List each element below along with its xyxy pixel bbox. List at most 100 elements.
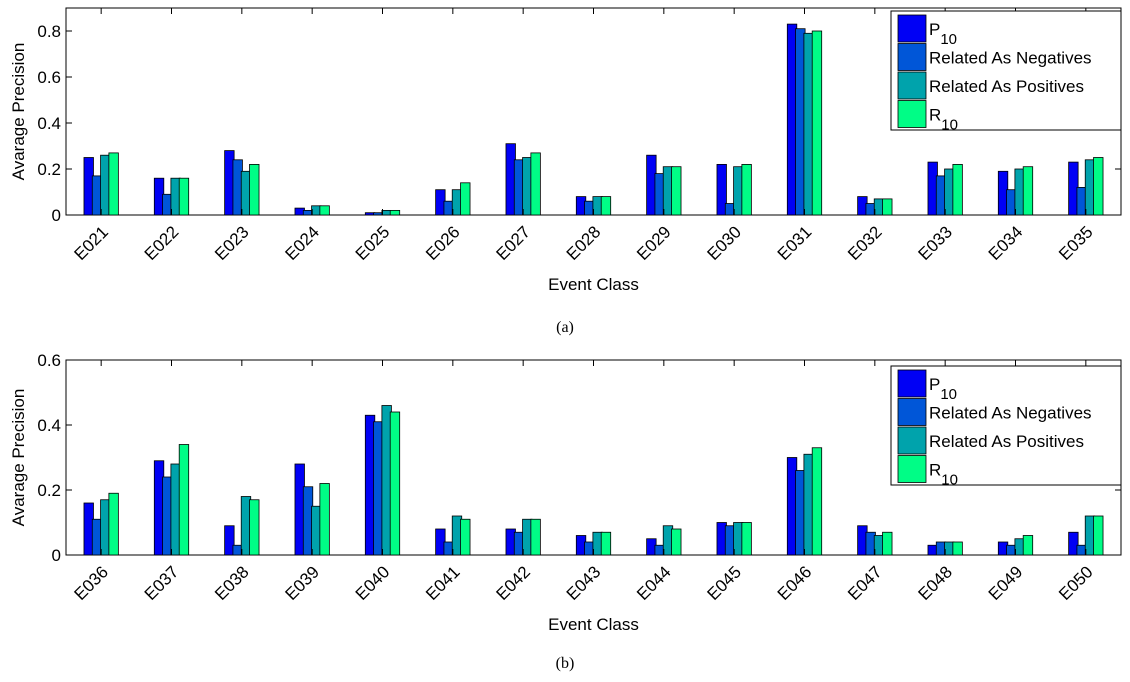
bar-E030-series-4 bbox=[741, 163, 752, 216]
bar-E039-series-4 bbox=[319, 483, 330, 556]
x-axis-label: Event Class bbox=[548, 615, 639, 634]
bar-E033-series-4 bbox=[952, 163, 963, 216]
bar-E023-series-4 bbox=[249, 163, 260, 216]
x-tick-label-E032: E032 bbox=[844, 222, 886, 264]
x-tick-label-E038: E038 bbox=[211, 562, 253, 604]
legend-label-1: P10 bbox=[929, 375, 957, 403]
x-tick-label-E042: E042 bbox=[492, 562, 534, 604]
legend-label-text: P bbox=[929, 375, 940, 394]
y-tick-label: 0.2 bbox=[37, 160, 61, 179]
chart-panel-a: 0 0.2 0.4 0.6 0.8 E021 E022 E023 E024 E025 E026 E02… bbox=[9, 7, 1122, 336]
bar-E032-series-4 bbox=[882, 198, 893, 216]
x-tick-label-E030: E030 bbox=[703, 222, 745, 264]
legend-label-3: Related As Positives bbox=[929, 432, 1084, 451]
y-tick-label: 0.6 bbox=[37, 68, 61, 87]
x-tick-label-E039: E039 bbox=[281, 562, 323, 604]
legend-label-text: P bbox=[929, 20, 940, 39]
bar-E022-series-4 bbox=[178, 177, 190, 216]
bar-E049-series-4 bbox=[1022, 535, 1034, 556]
bar-E038-series-4 bbox=[249, 499, 260, 556]
y-tick-label: 0.4 bbox=[37, 114, 61, 133]
legend-label-text: Related As Positives bbox=[929, 77, 1084, 96]
legend-swatch-1 bbox=[897, 14, 927, 43]
legend-swatch-3 bbox=[897, 71, 927, 100]
bar-E035-series-4 bbox=[1093, 157, 1104, 216]
bar-E046-series-4 bbox=[811, 447, 823, 556]
legend-label-text: Related As Positives bbox=[929, 432, 1084, 451]
x-tick-label-E034: E034 bbox=[985, 222, 1027, 264]
bar-E029-series-4 bbox=[671, 166, 682, 216]
x-tick-label-E043: E043 bbox=[563, 562, 605, 604]
x-tick-label-E024: E024 bbox=[281, 222, 323, 264]
legend-box bbox=[890, 365, 1122, 486]
legend-label-text: Related As Negatives bbox=[929, 404, 1092, 423]
bar-E044-series-4 bbox=[671, 528, 682, 556]
chart-panel-b: 0 0.2 0.4 0.6 E036 E037 E038 E039 E040 E041 E042 E0… bbox=[9, 351, 1122, 672]
bar-E028-series-4 bbox=[600, 196, 612, 216]
bar-E027-series-4 bbox=[530, 152, 541, 216]
bar-E031-series-4 bbox=[811, 30, 823, 216]
y-tick-label: 0 bbox=[52, 206, 61, 225]
bar-E050-series-4 bbox=[1093, 515, 1104, 556]
legend-label-text: Related As Negatives bbox=[929, 49, 1092, 68]
y-tick-label: 0.4 bbox=[37, 416, 61, 435]
x-tick-label-E049: E049 bbox=[985, 562, 1027, 604]
legend-label-2: Related As Negatives bbox=[929, 404, 1092, 423]
bar-E030-series-1 bbox=[716, 163, 727, 216]
x-tick-label-E025: E025 bbox=[352, 222, 394, 264]
x-tick-label-E044: E044 bbox=[633, 562, 675, 604]
bar-E047-series-4 bbox=[882, 531, 893, 556]
legend-label-4: R10 bbox=[929, 461, 958, 489]
bar-E038-series-1 bbox=[224, 525, 235, 556]
bar-E024-series-4 bbox=[319, 205, 330, 216]
legend-label-subscript: 10 bbox=[941, 472, 958, 489]
bar-E050-series-1 bbox=[1068, 531, 1079, 556]
legend-swatch-4 bbox=[897, 100, 927, 128]
bar-E041-series-4 bbox=[460, 518, 471, 556]
bar-E045-series-4 bbox=[741, 522, 752, 556]
legend-swatch-1 bbox=[897, 369, 927, 398]
legend-label-subscript: 10 bbox=[941, 117, 958, 134]
x-tick-label-E041: E041 bbox=[422, 562, 464, 604]
x-tick-label-E033: E033 bbox=[914, 222, 956, 264]
bar-E048-series-4 bbox=[952, 541, 963, 556]
legend-label-4: R10 bbox=[929, 106, 958, 134]
y-tick-label: 0.6 bbox=[37, 351, 61, 370]
x-tick-label-E050: E050 bbox=[1055, 562, 1097, 604]
x-tick-label-E047: E047 bbox=[844, 562, 886, 604]
legend-label-text: R bbox=[929, 461, 941, 480]
x-tick-label-E037: E037 bbox=[141, 562, 183, 604]
legend-label-subscript: 10 bbox=[940, 31, 957, 48]
y-axis-label: Avarage Precision bbox=[9, 43, 28, 181]
x-tick-label-E031: E031 bbox=[774, 222, 816, 264]
legend-swatch-3 bbox=[897, 426, 927, 455]
x-tick-label-E048: E048 bbox=[914, 562, 956, 604]
x-tick-label-E021: E021 bbox=[70, 222, 112, 264]
x-tick-label-E036: E036 bbox=[70, 562, 112, 604]
legend-label-3: Related As Positives bbox=[929, 77, 1084, 96]
x-tick-label-E035: E035 bbox=[1055, 222, 1097, 264]
x-tick-label-E046: E046 bbox=[774, 562, 816, 604]
legend-label-subscript: 10 bbox=[940, 386, 957, 403]
x-tick-label-E045: E045 bbox=[703, 562, 745, 604]
bar-E026-series-4 bbox=[460, 182, 471, 216]
y-tick-label: 0 bbox=[52, 546, 61, 565]
x-tick-label-E023: E023 bbox=[211, 222, 253, 264]
x-tick-label-E027: E027 bbox=[492, 222, 534, 264]
x-tick-label-E026: E026 bbox=[422, 222, 464, 264]
x-tick-label-E028: E028 bbox=[563, 222, 605, 264]
bar-E025-series-4 bbox=[389, 209, 401, 216]
legend-swatch-2 bbox=[897, 43, 927, 71]
x-tick-label-E029: E029 bbox=[633, 222, 675, 264]
legend-label-1: P10 bbox=[929, 20, 957, 48]
legend-swatch-4 bbox=[897, 455, 927, 483]
x-axis-label: Event Class bbox=[548, 275, 639, 294]
bar-E034-series-4 bbox=[1022, 166, 1034, 216]
bar-E021-series-4 bbox=[108, 152, 119, 216]
panel-caption: (a) bbox=[556, 319, 574, 336]
bar-E037-series-4 bbox=[178, 444, 190, 556]
